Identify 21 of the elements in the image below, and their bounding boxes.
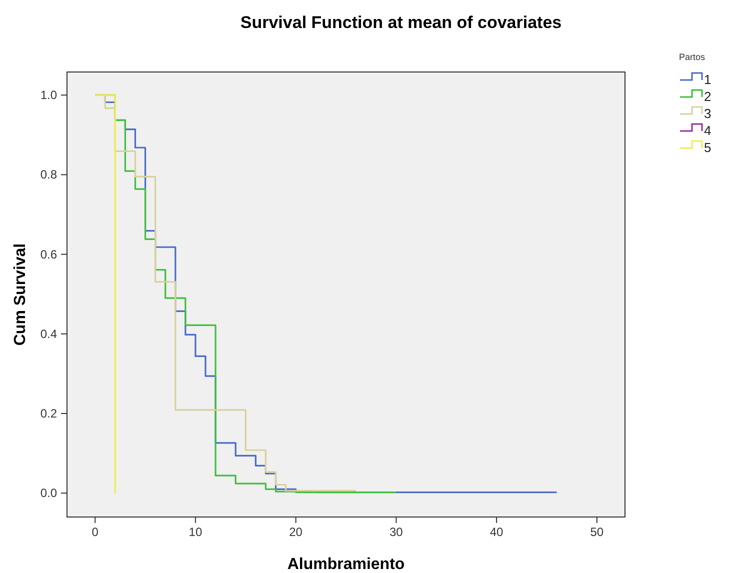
x-tick-label: 50 [590,525,604,539]
y-tick-label: 0.2 [40,406,58,421]
x-tick-label: 20 [289,525,303,539]
y-tick-label: 0.6 [40,247,58,262]
x-tick-label: 40 [490,525,504,539]
legend-label: 4 [704,123,712,138]
legend-label: 1 [704,72,712,87]
legend-label: 2 [704,89,712,104]
legend-label: 5 [704,140,712,155]
x-tick-label: 0 [92,525,99,539]
x-tick-label: 10 [188,525,202,539]
legend-title: Partos [678,52,706,62]
y-axis-title: Cum Survival [12,243,29,346]
y-tick-label: 0.8 [40,168,58,182]
chart-title: Survival Function at mean of covariates [240,13,562,32]
legend-label: 3 [704,106,712,121]
y-tick-label: 0.0 [40,486,58,500]
x-tick-label: 30 [390,525,404,539]
x-axis-title: Alumbramiento [287,556,405,573]
y-tick-label: 0.4 [40,326,58,341]
y-tick-label: 1.0 [40,88,58,102]
